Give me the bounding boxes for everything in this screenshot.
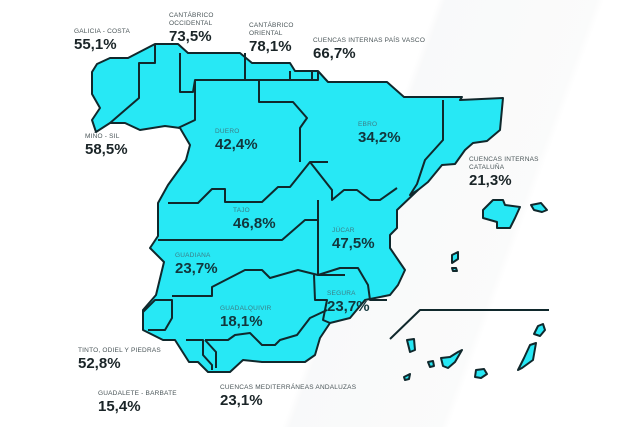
basin-name-line2: ORIENTAL xyxy=(249,30,283,37)
basin-name: CUENCAS MEDITERRÁNEAS ANDALUZAS xyxy=(220,384,357,391)
basin-name-line2: OCCIDENTAL xyxy=(169,20,213,27)
basin-name: JÚCAR xyxy=(332,227,355,234)
basin-name: GUADALETE - BARBATE xyxy=(98,390,177,397)
basin-value: 42,4% xyxy=(215,136,258,153)
island-la-palma xyxy=(406,338,416,353)
basin-value: 58,5% xyxy=(85,141,128,158)
basin-name: GUADIANA xyxy=(175,252,211,259)
label-cataluna: CUENCAS INTERNAS CATALUÑA 21,3% xyxy=(469,156,539,189)
label-mino-sil: MIÑO - SIL 58,5% xyxy=(85,133,128,158)
island-el-hierro xyxy=(403,373,411,381)
basin-value: 18,1% xyxy=(220,313,263,330)
island-ibiza xyxy=(451,251,459,264)
label-guadalete-barbate: GUADALETE - BARBATE 15,4% xyxy=(98,390,177,415)
label-duero: DUERO 42,4% xyxy=(215,128,258,153)
label-segura: SEGURA 23,7% xyxy=(327,290,370,315)
label-guadalquivir: GUADALQUIVIR 18,1% xyxy=(220,305,272,330)
mainland-outline xyxy=(91,43,504,373)
border-tinto xyxy=(142,299,173,331)
basin-value: 78,1% xyxy=(249,38,292,55)
basin-value: 21,3% xyxy=(469,172,512,189)
island-mallorca xyxy=(482,199,521,229)
canary-inset-frame xyxy=(389,309,549,340)
basin-value: 73,5% xyxy=(169,28,212,45)
label-pais-vasco: CUENCAS INTERNAS PAÍS VASCO 66,7% xyxy=(313,37,425,62)
label-cantabrico-oriental: CANTÁBRICO ORIENTAL 78,1% xyxy=(249,22,294,55)
label-galicia-costa: GALICIA - COSTA 55,1% xyxy=(74,28,130,53)
basin-name-line1: CANTÁBRICO xyxy=(249,22,294,29)
border-mino-duero xyxy=(177,80,196,129)
basin-name: SEGURA xyxy=(327,290,356,297)
label-cantabrico-occidental: CANTÁBRICO OCCIDENTAL 73,5% xyxy=(169,12,214,45)
basin-value: 46,8% xyxy=(233,215,276,232)
label-guadiana: GUADIANA 23,7% xyxy=(175,252,218,277)
island-la-gomera xyxy=(427,360,435,368)
basin-name: CUENCAS INTERNAS PAÍS VASCO xyxy=(313,37,426,44)
border-segura-guadalquivir xyxy=(313,274,331,324)
basin-name: EBRO xyxy=(358,121,378,128)
island-fuerteventura xyxy=(517,342,537,371)
basin-name-line2: CATALUÑA xyxy=(469,164,505,171)
basin-value: 23,1% xyxy=(220,392,263,409)
basin-name: TINTO, ODIEL Y PIEDRAS xyxy=(78,347,161,354)
basin-value: 23,7% xyxy=(327,298,370,315)
border-ebro-cataluna xyxy=(409,100,444,196)
label-ebro: EBRO 34,2% xyxy=(358,121,401,146)
border-jucar-segura xyxy=(317,267,387,301)
basin-value: 66,7% xyxy=(313,45,356,62)
basin-name-line1: CUENCAS INTERNAS xyxy=(469,156,539,163)
label-tinto-odiel-piedras: TINTO, ODIEL Y PIEDRAS 52,8% xyxy=(78,347,161,372)
island-menorca xyxy=(530,202,548,213)
basin-name: GUADALQUIVIR xyxy=(220,305,272,312)
border-duero-tajo xyxy=(168,161,328,204)
basin-value: 55,1% xyxy=(74,36,117,53)
label-jucar: JÚCAR 47,5% xyxy=(332,227,375,252)
basin-name: MIÑO - SIL xyxy=(85,133,120,140)
border-tajo-ebro xyxy=(309,161,398,201)
border-guadiana-guadalquivir xyxy=(172,269,319,297)
border-duero-ebro xyxy=(258,80,308,162)
basin-name: DUERO xyxy=(215,128,240,135)
island-tenerife xyxy=(440,349,463,369)
border-cantabrico-oriental xyxy=(290,71,319,81)
basin-value: 15,4% xyxy=(98,398,141,415)
border-guadalete xyxy=(186,339,217,370)
basin-name: TAJO xyxy=(233,207,250,214)
basin-name-line1: CANTÁBRICO xyxy=(169,12,214,19)
basin-name: GALICIA - COSTA xyxy=(74,28,130,35)
label-tajo: TAJO 46,8% xyxy=(233,207,276,232)
label-mediterraneas-andaluzas: CUENCAS MEDITERRÁNEAS ANDALUZAS 23,1% xyxy=(220,384,356,409)
basin-value: 34,2% xyxy=(358,129,401,146)
island-lanzarote xyxy=(533,323,546,337)
border-paisvasco xyxy=(295,70,329,83)
border-guadalquivir-mediterraneas xyxy=(205,309,328,346)
basin-value: 47,5% xyxy=(332,235,375,252)
basin-value: 23,7% xyxy=(175,260,218,277)
basin-value: 52,8% xyxy=(78,355,121,372)
island-gran-canaria xyxy=(474,368,488,379)
border-galicia-mino xyxy=(109,44,156,124)
island-formentera xyxy=(451,267,458,272)
